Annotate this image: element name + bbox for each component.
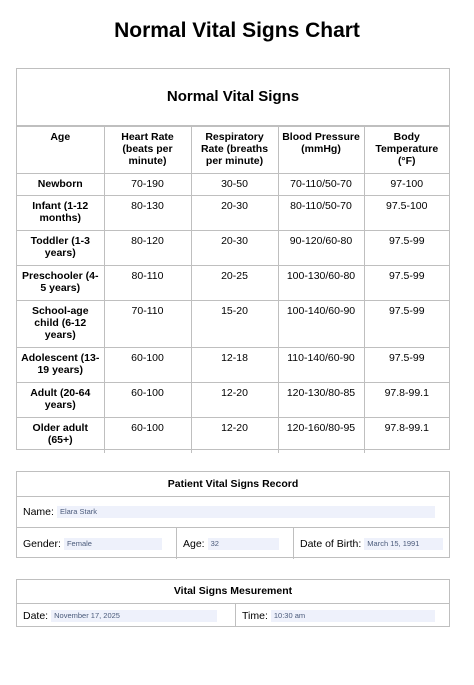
- cell-respiratory-rate: 30-50: [190, 173, 279, 196]
- time-cell: Time: 10:30 am: [236, 604, 449, 627]
- table-row: Older adult (65+) 60-100 12-20 120-160/8…: [17, 417, 449, 453]
- cell-blood-pressure: 70-110/50-70: [277, 173, 365, 196]
- patient-name-row: Name: Elara Stark: [17, 497, 449, 528]
- cell-heart-rate: 60-100: [103, 417, 192, 453]
- measurement-box: Vital Signs Mesurement Date: November 17…: [16, 579, 450, 627]
- table-row: Adult (20-64 years) 60-100 12-20 120-130…: [17, 382, 449, 418]
- table-row: Infant (1-12 months) 80-130 20-30 80-110…: [17, 195, 449, 231]
- cell-blood-pressure: 120-130/80-85: [277, 382, 365, 418]
- name-field[interactable]: Elara Stark: [56, 506, 435, 518]
- name-cell: Name: Elara Stark: [17, 497, 449, 527]
- header-respiratory-rate: Respiratory Rate (breaths per minute): [190, 126, 279, 174]
- cell-age: School-age child (6-12 years): [17, 300, 105, 348]
- cell-respiratory-rate: 20-30: [190, 230, 279, 266]
- cell-body-temperature: 97.5-99: [363, 347, 449, 383]
- cell-body-temperature: 97.5-99: [363, 230, 449, 266]
- patient-record-title: Patient Vital Signs Record: [17, 472, 449, 497]
- dob-field[interactable]: March 15, 1991: [364, 537, 443, 550]
- cell-body-temperature: 97.8-99.1: [363, 417, 449, 453]
- cell-heart-rate: 80-130: [103, 195, 192, 231]
- age-field[interactable]: 32: [207, 537, 279, 550]
- measurement-title: Vital Signs Mesurement: [17, 580, 449, 604]
- cell-respiratory-rate: 12-20: [190, 417, 279, 453]
- table-row: Toddler (1-3 years) 80-120 20-30 90-120/…: [17, 230, 449, 266]
- cell-respiratory-rate: 12-20: [190, 382, 279, 418]
- name-label: Name:: [23, 506, 54, 518]
- cell-blood-pressure: 80-110/50-70: [277, 195, 365, 231]
- table-row: Preschooler (4-5 years) 80-110 20-25 100…: [17, 265, 449, 301]
- date-label: Date:: [23, 609, 49, 622]
- table-row: Adolescent (13-19 years) 60-100 12-18 11…: [17, 347, 449, 383]
- cell-blood-pressure: 100-140/60-90: [277, 300, 365, 348]
- date-field[interactable]: November 17, 2025: [51, 609, 217, 622]
- header-heart-rate: Heart Rate (beats per minute): [103, 126, 192, 174]
- measurement-row: Date: November 17, 2025 Time: 10:30 am: [17, 604, 449, 627]
- dob-label: Date of Birth:: [300, 537, 362, 550]
- cell-body-temperature: 97-100: [363, 173, 449, 196]
- vital-signs-table: Age Heart Rate (beats per minute) Respir…: [17, 126, 449, 453]
- gender-field[interactable]: Female: [63, 537, 162, 550]
- gender-cell: Gender: Female: [17, 528, 177, 559]
- table-row: School-age child (6-12 years) 70-110 15-…: [17, 300, 449, 348]
- age-label: Age:: [183, 537, 205, 550]
- table-header-row: Age Heart Rate (beats per minute) Respir…: [17, 126, 449, 174]
- cell-respiratory-rate: 15-20: [190, 300, 279, 348]
- header-age: Age: [17, 126, 105, 174]
- cell-heart-rate: 60-100: [103, 347, 192, 383]
- vital-signs-table-box: Normal Vital Signs Age Heart Rate (beats…: [16, 68, 450, 453]
- cell-respiratory-rate: 20-25: [190, 265, 279, 301]
- cell-heart-rate: 80-110: [103, 265, 192, 301]
- cell-blood-pressure: 100-130/60-80: [277, 265, 365, 301]
- header-body-temperature: Body Temperature (°F): [363, 126, 449, 174]
- cell-body-temperature: 97.5-99: [363, 300, 449, 348]
- cell-respiratory-rate: 12-18: [190, 347, 279, 383]
- page-title: Normal Vital Signs Chart: [114, 19, 360, 42]
- cell-heart-rate: 70-110: [103, 300, 192, 348]
- cell-body-temperature: 97.8-99.1: [363, 382, 449, 418]
- cell-blood-pressure: 90-120/60-80: [277, 230, 365, 266]
- cell-age: Adolescent (13-19 years): [17, 347, 105, 383]
- patient-details-row: Gender: Female Age: 32 Date of Birth: Ma…: [17, 528, 449, 559]
- age-cell: Age: 32: [177, 528, 294, 559]
- gender-label: Gender:: [23, 537, 61, 550]
- cell-heart-rate: 60-100: [103, 382, 192, 418]
- time-label: Time:: [242, 609, 268, 622]
- cell-heart-rate: 80-120: [103, 230, 192, 266]
- dob-cell: Date of Birth: March 15, 1991: [294, 528, 449, 559]
- cell-body-temperature: 97.5-100: [363, 195, 449, 231]
- cell-respiratory-rate: 20-30: [190, 195, 279, 231]
- date-cell: Date: November 17, 2025: [17, 604, 236, 627]
- cell-body-temperature: 97.5-99: [363, 265, 449, 301]
- cell-age: Newborn: [17, 173, 105, 196]
- table-row: Newborn 70-190 30-50 70-110/50-70 97-100: [17, 173, 449, 196]
- patient-record-box: Patient Vital Signs Record Name: Elara S…: [16, 471, 450, 559]
- table-title: Normal Vital Signs: [17, 69, 449, 126]
- cell-age: Older adult (65+): [17, 417, 105, 453]
- cell-age: Adult (20-64 years): [17, 382, 105, 418]
- cell-age: Infant (1-12 months): [17, 195, 105, 231]
- cell-blood-pressure: 120-160/80-95: [277, 417, 365, 453]
- time-field[interactable]: 10:30 am: [270, 609, 435, 622]
- cell-blood-pressure: 110-140/60-90: [277, 347, 365, 383]
- cell-age: Toddler (1-3 years): [17, 230, 105, 266]
- cell-heart-rate: 70-190: [103, 173, 192, 196]
- cell-age: Preschooler (4-5 years): [17, 265, 105, 301]
- header-blood-pressure: Blood Pressure (mmHg): [277, 126, 365, 174]
